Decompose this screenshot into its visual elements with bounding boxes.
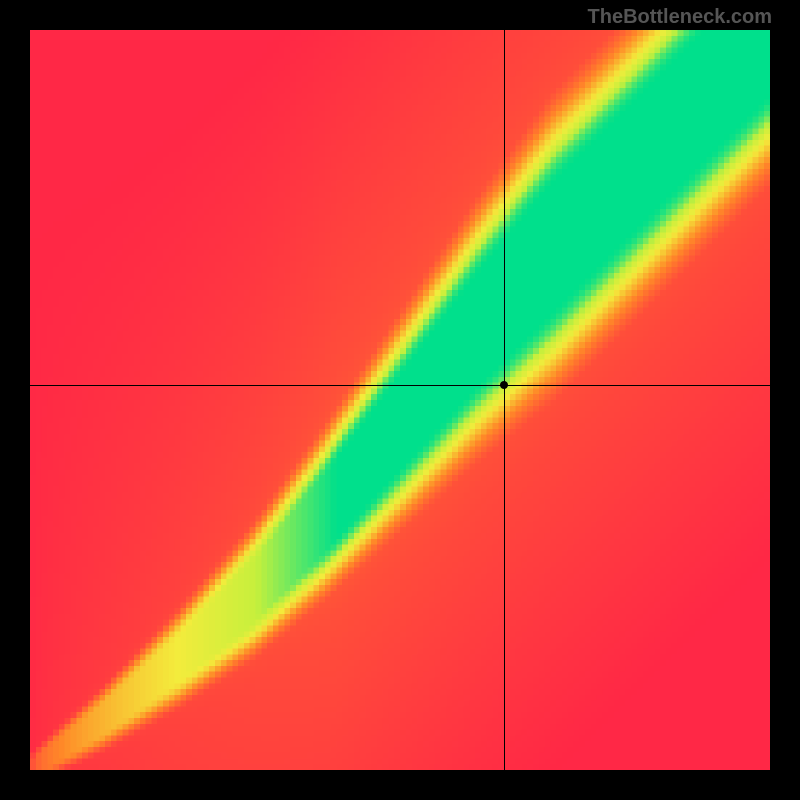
heatmap-canvas: [30, 30, 770, 770]
crosshair-horizontal: [30, 385, 770, 386]
watermark-text: TheBottleneck.com: [588, 6, 772, 29]
crosshair-vertical: [504, 30, 505, 770]
root-container: TheBottleneck.com: [0, 0, 800, 800]
marker-dot: [500, 381, 508, 389]
bottleneck-heatmap: [30, 30, 770, 770]
